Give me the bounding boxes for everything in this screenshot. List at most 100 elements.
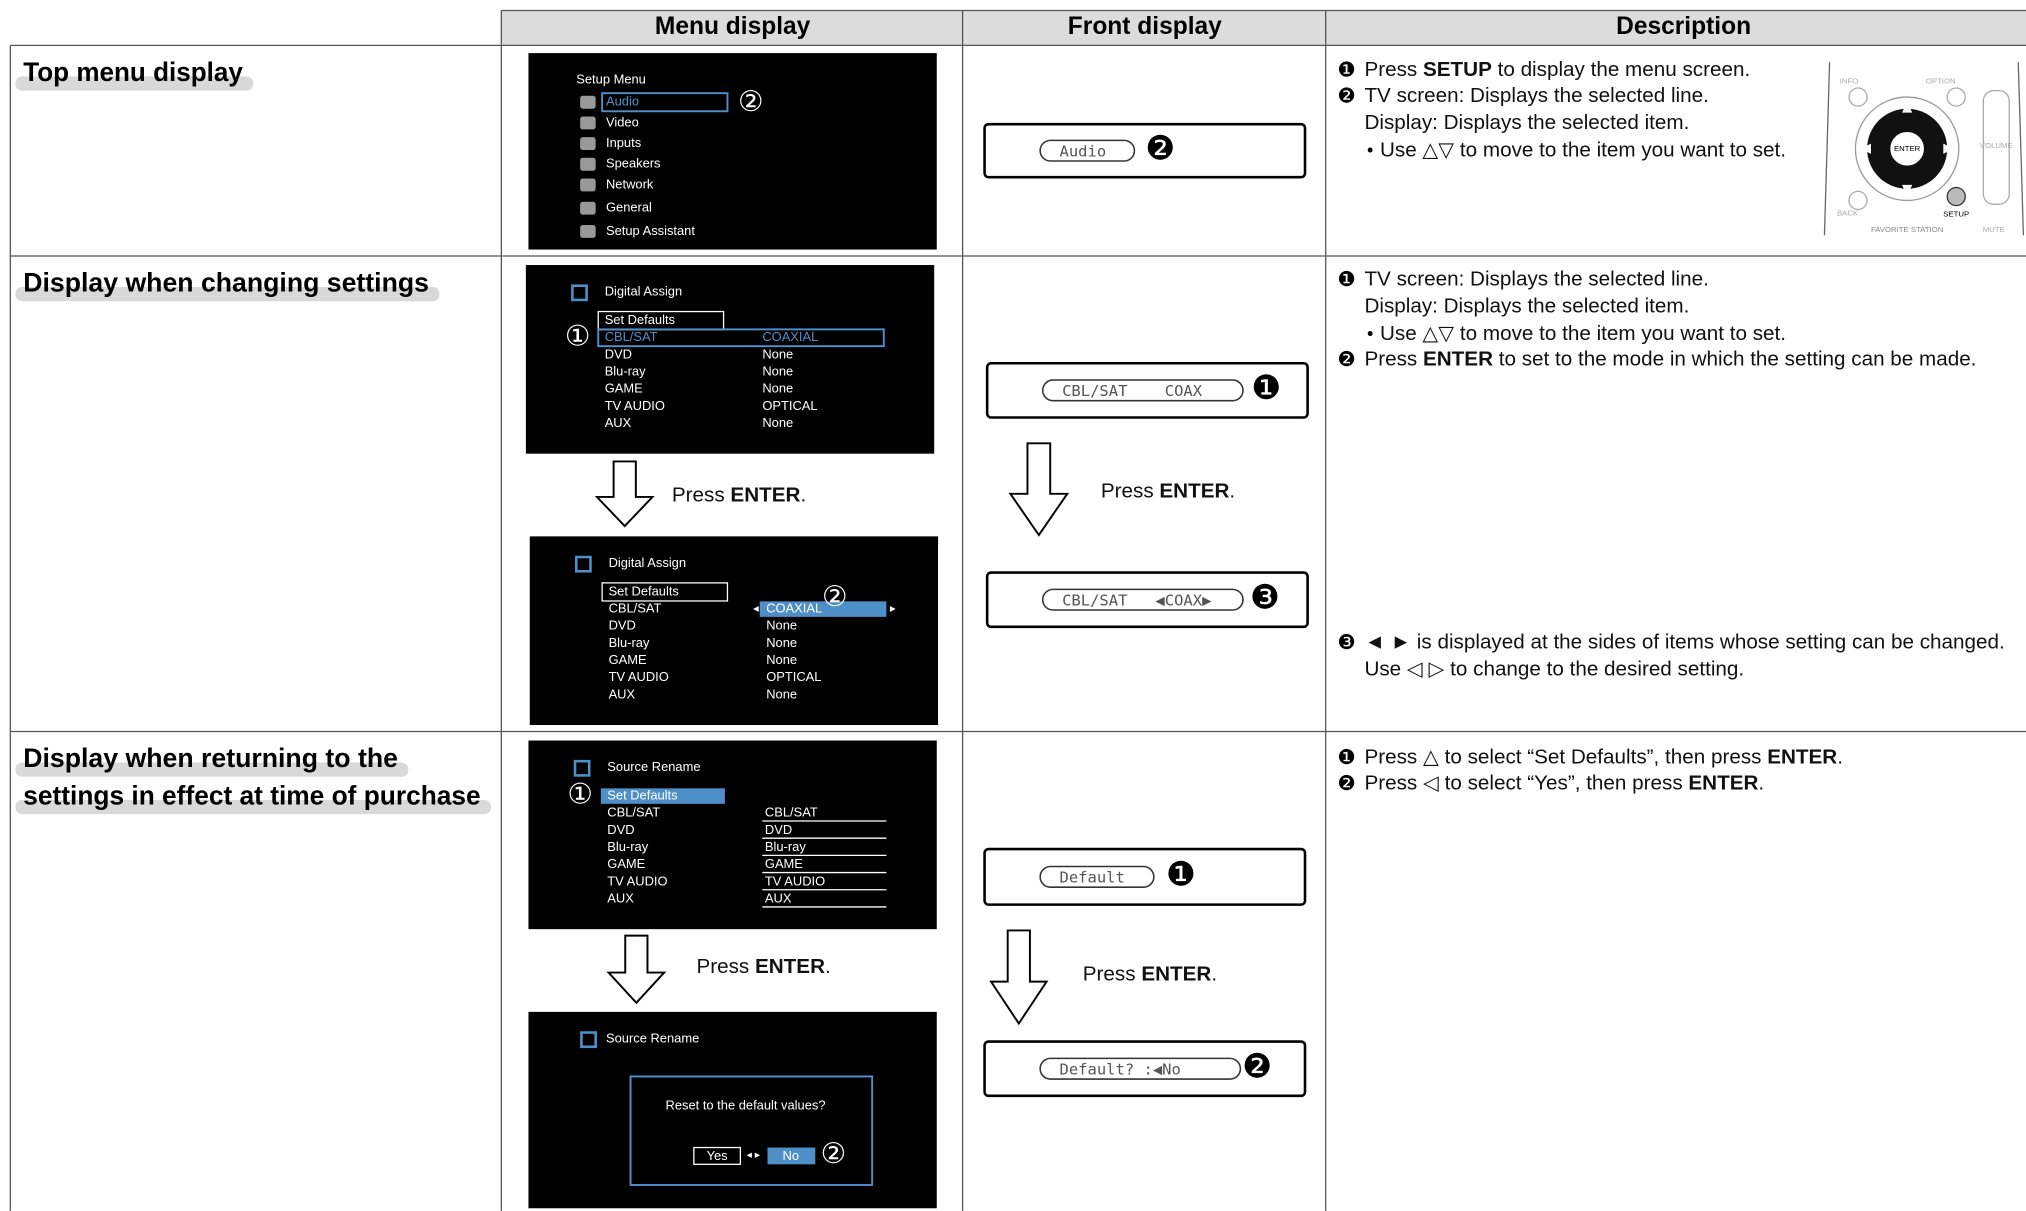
screen-icon [573, 759, 591, 777]
screen-heading: Setup Menu [576, 72, 646, 87]
menu-item: Video [606, 114, 639, 129]
menu-value: COAXIAL [766, 601, 822, 616]
menu-item: Setup Assistant [606, 223, 695, 238]
title-highlight [15, 762, 409, 777]
menu-item: Set Defaults [607, 787, 677, 802]
setting-arrow: ▸ [890, 602, 896, 615]
step-marker: ❷ [1337, 85, 1356, 108]
display-pill [1039, 139, 1136, 162]
callout: ② [822, 581, 847, 613]
remote-label: OPTION [1926, 77, 1956, 86]
text-run: Press ◁ to select “Yes”, then press [1364, 772, 1688, 795]
remote-label: FAVORITE STATION [1871, 225, 1943, 234]
text-run: Press [1101, 480, 1160, 503]
step-text: Press ENTER. [672, 484, 806, 507]
menu-item: CBL/SAT [607, 805, 660, 820]
display-pill [1039, 1057, 1242, 1080]
setup-button [1946, 186, 1966, 207]
menu-value: TV AUDIO [765, 873, 825, 888]
callout: ❶ [1251, 370, 1281, 407]
menu-item: Inputs [606, 135, 641, 150]
dpad-arrow [1901, 184, 1913, 196]
display-text: Audio [1060, 142, 1107, 160]
menu-icon [580, 224, 596, 238]
tv-screen [529, 536, 939, 726]
text-run: Use ◁ ▷ to change to the desired setting… [1364, 658, 1744, 681]
remote-button [1848, 190, 1868, 211]
display-text: Default? :◀No [1060, 1061, 1181, 1079]
text-run: Display: Displays the selected item. [1364, 112, 1689, 135]
step-marker: ❸ [1337, 631, 1356, 654]
text-run: ENTER [1688, 772, 1758, 795]
text-run: TV screen: Displays the selected line. [1364, 268, 1708, 291]
display-text: Default [1060, 869, 1125, 887]
button-box [693, 1146, 742, 1165]
column-header: Front display [1068, 13, 1222, 40]
dpad-arrow [1901, 102, 1913, 113]
menu-item: GAME [609, 652, 647, 667]
menu-value: OPTICAL [762, 398, 817, 413]
text-run: to display the menu screen. [1492, 59, 1750, 82]
step-marker: ❶ [1337, 746, 1356, 769]
menu-value: None [762, 415, 793, 430]
menu-item: AUX [607, 891, 634, 906]
menu-item: GAME [607, 856, 645, 871]
dialog-box [629, 1075, 874, 1186]
display-text: CBL/SAT COAX [1062, 382, 1203, 400]
column-header: Menu display [655, 13, 811, 40]
tv-screen [528, 740, 937, 930]
step-marker: ❶ [1337, 268, 1356, 291]
callout: ① [567, 779, 592, 811]
menu-item: Set Defaults [605, 312, 675, 327]
text-run: Press △ to select “Set Defaults”, then p… [1364, 746, 1767, 769]
callout: ❷ [1242, 1049, 1272, 1086]
screen-heading: Digital Assign [609, 555, 686, 570]
text-run: ENTER [1767, 746, 1837, 769]
callout: ❷ [1145, 131, 1175, 168]
menu-item: General [606, 200, 652, 215]
display-text: CBL/SAT ◀COAX▶ [1062, 591, 1212, 609]
description-line: TV screen: Displays the selected line. [1364, 268, 1708, 291]
callout: ❶ [1166, 857, 1196, 894]
button-label: No [783, 1148, 800, 1163]
screen-icon [574, 555, 592, 573]
menu-item: DVD [607, 822, 634, 837]
down-arrow [1008, 442, 1070, 537]
remote-label: BACK [1837, 208, 1859, 217]
dpad-arrow [1943, 143, 1954, 154]
title-highlight [15, 799, 491, 815]
remote-label: ENTER [1894, 144, 1921, 153]
menu-value: CBL/SAT [765, 805, 818, 820]
menu-value: GAME [765, 856, 803, 871]
menu-item: CBL/SAT [609, 601, 662, 616]
tv-screen [528, 53, 937, 250]
callout: ② [821, 1138, 846, 1170]
screen-heading: Source Rename [607, 759, 700, 774]
text-run: Press [672, 484, 731, 507]
menu-item: Blu-ray [607, 839, 648, 854]
description-line: Use ◁ ▷ to change to the desired setting… [1364, 658, 1744, 681]
menu-value: None [762, 346, 793, 361]
menu-item: GAME [605, 381, 643, 396]
menu-value: COAXIAL [762, 329, 818, 344]
menu-item: Network [606, 176, 654, 191]
menu-value: Blu-ray [765, 839, 806, 854]
menu-item: DVD [609, 618, 636, 633]
callout: ① [565, 320, 590, 352]
selection-fill [759, 601, 887, 617]
callout: ❸ [1250, 580, 1280, 617]
remote-button [1946, 87, 1966, 107]
text-run: . [825, 955, 831, 978]
step-text: Press ENTER. [696, 955, 830, 978]
description-line: ◄ ► is displayed at the sides of items w… [1364, 631, 2004, 654]
volume-button [1982, 89, 2010, 205]
remote-label: SETUP [1943, 210, 1969, 219]
step-marker: • [1367, 140, 1373, 160]
menu-item: TV AUDIO [607, 873, 667, 888]
step-text: Press ENTER. [1083, 963, 1217, 986]
text-run: ENTER [1141, 963, 1211, 986]
title-highlight [15, 286, 440, 302]
menu-icon [580, 178, 596, 192]
menu-icon [580, 116, 596, 130]
